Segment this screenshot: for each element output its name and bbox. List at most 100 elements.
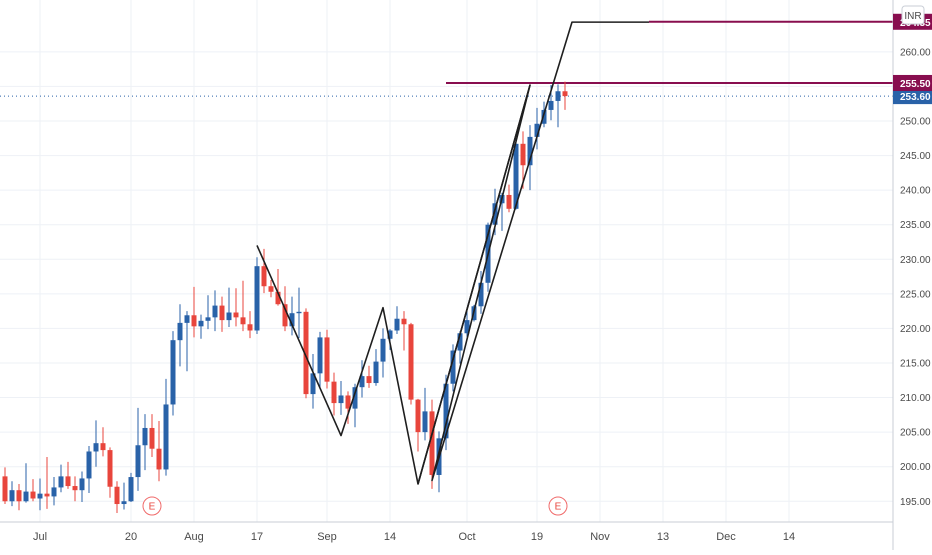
time-axis[interactable]: Jul 20 Aug 17 Sep 14 Oct 19 Nov 13 Dec 14 [0,521,893,543]
candle-body [422,411,428,433]
y-tick-label: 205.00 [900,428,931,439]
x-tick-label: Nov [590,531,610,543]
currency-badge[interactable]: INR [901,5,925,25]
candle-body [142,427,148,446]
candle-body [478,282,484,307]
y-tick-label: 195.00 [900,497,931,508]
candle-body [156,448,162,470]
candle-body [254,266,260,331]
earnings-marker[interactable] [142,496,162,516]
candle-body [443,383,449,439]
candle-body [205,317,211,321]
last-price-label: 253.60 [900,92,931,103]
pattern-line[interactable] [256,21,649,485]
candle-body [373,361,379,384]
candle-body [429,411,435,475]
candle-body [534,123,540,137]
candle-body [310,373,316,395]
candle-body [555,91,561,101]
candle-body [324,337,330,382]
candle-body [261,266,267,287]
x-tick-label: Jul [33,531,47,543]
candle-body [128,477,134,502]
y-tick-label: 240.00 [900,186,931,197]
candle-body [401,318,407,325]
candle-body [30,491,36,499]
earnings-marker-label: E [149,502,156,513]
x-tick-label: Dec [716,531,736,543]
candle-body [282,304,288,327]
candle-body [226,312,232,321]
candle-body [16,490,22,502]
candle-body [149,427,155,449]
candle-body [387,330,393,339]
candle-body [303,311,309,395]
level-label: 255.50 [900,79,931,90]
currency-label: INR [904,11,921,22]
candle-body [527,136,533,166]
y-tick-label: 235.00 [900,220,931,231]
y-tick-label: 215.00 [900,358,931,369]
x-tick-label: 14 [783,531,795,543]
candle-body [121,501,127,505]
candle-body [380,338,386,362]
candle-body [184,315,190,323]
candle-body [44,493,50,497]
candle-body [548,100,554,110]
candle-body [296,311,302,314]
candle-body [93,443,99,452]
candle-body [163,404,169,470]
candle-body [107,450,113,487]
x-tick-label: Aug [184,531,204,543]
candle-body [114,486,120,505]
candle-body [450,350,456,384]
candle-body [100,443,106,451]
candle-body [72,486,78,491]
candle-body [79,478,85,491]
candle-body [513,143,519,209]
y-tick-label: 220.00 [900,324,931,335]
y-tick-label: 210.00 [900,393,931,404]
last-price-tag [893,88,932,105]
candle-body [268,286,274,292]
y-tick-label: 245.00 [900,151,931,162]
x-tick-label: 19 [531,531,543,543]
pattern-drawing [256,21,649,485]
candle-body [415,399,421,433]
candle-body [394,318,400,331]
candle-body [58,476,64,488]
x-tick-label: Sep [317,531,337,543]
candle-body [352,387,358,409]
candle-body [520,143,526,166]
candle-body [541,109,547,124]
candle-body [492,203,498,225]
candle-body [23,491,29,502]
candle-body [9,490,15,502]
earnings-marker[interactable] [548,496,568,516]
candle-body [331,381,337,404]
price-axis[interactable]: 195.00 200.00 205.00 210.00 215.00 220.00 225.… [892,0,932,550]
pattern-line[interactable] [417,84,531,485]
candle-body [86,451,92,479]
candle-body [562,91,568,97]
x-tick-label: 14 [384,531,396,543]
y-tick-label: 200.00 [900,462,931,473]
candle-body [275,291,281,305]
candle-body [240,317,246,325]
candle-body [457,333,463,351]
x-tick-label: 17 [251,531,263,543]
y-tick-label: 230.00 [900,255,931,266]
candle-body [247,324,253,331]
candle-body [2,476,8,502]
x-tick-label: Oct [458,531,475,543]
horizontal-levels [0,20,893,97]
candle-body [338,395,344,404]
y-tick-label: 260.00 [900,47,931,58]
x-tick-label: 20 [125,531,137,543]
candle-body [191,315,197,327]
candle-body [408,324,414,400]
candle-body [233,312,239,318]
